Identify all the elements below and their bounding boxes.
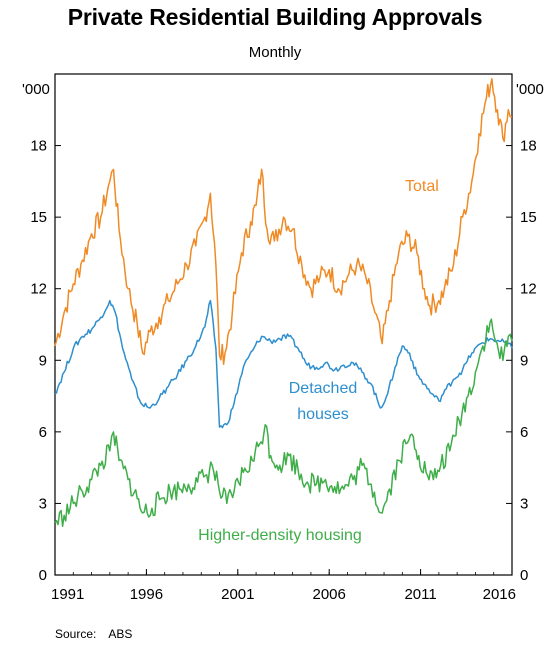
x-tick-label: 2006 <box>313 586 346 603</box>
y-tick-label-left: 15 <box>30 209 47 226</box>
y-tick-label-left: 3 <box>39 495 47 512</box>
y-tick-label-left: 0 <box>39 567 47 584</box>
y-tick-label-right: 15 <box>520 209 537 226</box>
label-higher-density: Higher-density housing <box>198 527 362 544</box>
y-tick-label-right: 6 <box>520 424 528 441</box>
x-tick-label: 2011 <box>404 586 436 603</box>
x-tick-label: 1991 <box>51 586 84 603</box>
label-detached: Detached <box>289 380 358 397</box>
left-axis: 0 3 6 9 12 15 18 <box>30 138 61 584</box>
series-line-1 <box>54 299 513 429</box>
x-tick-label: 2016 <box>483 586 516 603</box>
label-total: Total <box>405 178 439 195</box>
y-tick-label-left: 18 <box>30 138 47 155</box>
chart-subtitle: Monthly <box>248 44 302 61</box>
chart-title: Private Residential Building Approvals <box>67 4 483 30</box>
x-tick-label: 2001 <box>221 586 254 603</box>
unit-label-right: '000 <box>516 81 544 98</box>
y-tick-label-right: 0 <box>520 567 528 584</box>
y-tick-label-left: 12 <box>30 281 47 298</box>
series-line-0 <box>54 78 513 366</box>
right-axis: 0 3 6 9 12 15 18 <box>506 138 537 584</box>
y-tick-label-right: 12 <box>520 281 537 298</box>
label-houses: houses <box>297 406 349 423</box>
y-tick-label-right: 3 <box>520 495 528 512</box>
unit-label-left: '000 <box>22 81 50 98</box>
series-line-2 <box>54 318 513 528</box>
source-note: Source: ABS <box>55 627 144 641</box>
series-layer <box>54 78 513 528</box>
y-tick-label-left: 6 <box>39 424 47 441</box>
x-axis: 1991 1996 2001 2006 2011 2016 <box>51 569 516 603</box>
y-tick-label-right: 18 <box>520 138 537 155</box>
source-label: Source: <box>55 627 97 641</box>
plot-border <box>54 73 513 576</box>
plot-frame <box>54 73 513 576</box>
x-tick-label: 1996 <box>130 586 163 603</box>
y-tick-label-right: 9 <box>520 352 528 369</box>
y-tick-label-left: 9 <box>39 352 47 369</box>
source-value: ABS <box>108 627 133 641</box>
